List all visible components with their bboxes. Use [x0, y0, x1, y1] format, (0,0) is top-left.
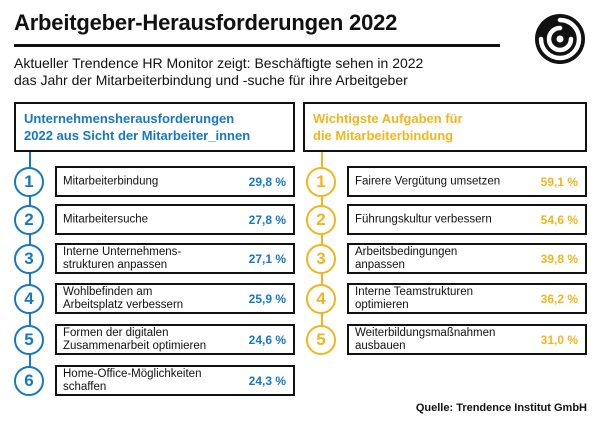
row-label-line-1: Führungskultur verbessern — [355, 213, 492, 225]
row-label: Home-Office-Möglichkeiten schaffen — [63, 368, 201, 394]
row-box: Fairere Vergütung umsetzen 59,1 % — [347, 166, 587, 197]
row-label: Führungskultur verbessern — [355, 213, 492, 226]
row-value: 39,8 % — [540, 251, 578, 266]
row-box: Home-Office-Möglichkeiten schaffen 24,3 … — [55, 365, 295, 396]
row-label-line-1: Interne Teamstrukturen — [355, 285, 474, 298]
row-value: 31,0 % — [540, 332, 578, 347]
right-row-2: 2 Führungskultur verbessern 54,6 % — [306, 204, 587, 235]
left-panel-header: Unternehmensherausforderungen 2022 aus S… — [14, 102, 295, 152]
row-box: Wohlbefinden am Arbeitsplatz verbessern … — [55, 283, 295, 314]
row-label-line-2: optimieren — [355, 298, 409, 311]
row-label-line-1: Weiterbildungsmaßnahmen — [355, 326, 496, 339]
row-label: Mitarbeiterbindung — [63, 175, 158, 188]
page-title: Arbeitgeber-Herausforderungen 2022 — [14, 10, 398, 35]
row-value: 24,3 % — [248, 373, 286, 388]
row-value: 54,6 % — [540, 212, 578, 227]
row-label: Weiterbildungsmaßnahmen ausbauen — [355, 327, 495, 353]
row-label-line-1: Arbeitsbedingungen — [355, 245, 458, 258]
rank-badge: 1 — [306, 167, 336, 197]
left-row-6: 6 Home-Office-Möglichkeiten schaffen 24,… — [14, 365, 295, 396]
right-panel-header: Wichtigste Aufgaben für die Mitarbeiterb… — [303, 102, 587, 152]
left-row-5: 5 Formen der digitalen Zusammenarbeit op… — [14, 324, 295, 355]
row-label-line-1: Fairere Vergütung umsetzen — [355, 175, 501, 187]
spiral-logo-icon — [535, 14, 585, 64]
left-row-2: 2 Mitarbeitersuche 27,8 % — [14, 204, 295, 235]
row-value: 29,8 % — [248, 174, 286, 189]
rank-badge: 4 — [14, 284, 44, 314]
row-label-line-2: strukturen anpassen — [63, 258, 168, 271]
row-label: Wohlbefinden am Arbeitsplatz verbessern — [63, 286, 183, 312]
row-box: Mitarbeiterbindung 29,8 % — [55, 166, 295, 197]
right-row-3: 3 Arbeitsbedingungen anpassen 39,8 % — [306, 243, 587, 274]
row-value: 27,8 % — [248, 212, 286, 227]
row-value: 24,6 % — [248, 332, 286, 347]
row-box: Mitarbeitersuche 27,8 % — [55, 204, 295, 235]
rank-badge: 3 — [14, 244, 44, 274]
left-row-1: 1 Mitarbeiterbindung 29,8 % — [14, 166, 295, 197]
right-panel-title-line-2: die Mitarbeiterbindung — [313, 128, 454, 143]
row-label-line-1: Mitarbeiterbindung — [63, 175, 159, 187]
left-panel-title-line-1: Unternehmensherausforderungen — [24, 111, 235, 126]
right-row-4: 4 Interne Teamstrukturen optimieren 36,2… — [306, 283, 587, 314]
rank-badge: 6 — [14, 366, 44, 396]
row-label-line-1: Home-Office-Möglichkeiten — [63, 367, 202, 380]
row-value: 27,1 % — [248, 251, 286, 266]
row-box: Interne Unternehmens- strukturen anpasse… — [55, 243, 295, 274]
row-label-line-1: Wohlbefinden am — [63, 285, 153, 298]
row-value: 59,1 % — [540, 174, 578, 189]
row-label-line-1: Formen der digitalen — [63, 326, 169, 339]
row-label: Fairere Vergütung umsetzen — [355, 175, 500, 188]
title-underline — [14, 44, 500, 47]
rank-badge: 4 — [306, 284, 336, 314]
row-label-line-2: anpassen — [355, 258, 405, 271]
row-label-line-2: Zusammenarbeit optimieren — [63, 339, 207, 352]
subtitle: Aktueller Trendence HR Monitor zeigt: Be… — [14, 55, 514, 89]
rank-badge: 5 — [14, 325, 44, 355]
left-row-4: 4 Wohlbefinden am Arbeitsplatz verbesser… — [14, 283, 295, 314]
row-label-line-1: Interne Unternehmens- — [63, 245, 182, 258]
row-value: 25,9 % — [248, 291, 286, 306]
row-label: Mitarbeitersuche — [63, 213, 148, 226]
rank-badge: 5 — [306, 325, 336, 355]
row-label: Interne Teamstrukturen optimieren — [355, 286, 473, 312]
rank-badge: 1 — [14, 167, 44, 197]
rank-badge: 2 — [14, 205, 44, 235]
row-label-line-2: Arbeitsplatz verbessern — [63, 298, 184, 311]
row-box: Formen der digitalen Zusammenarbeit opti… — [55, 324, 295, 355]
right-row-5: 5 Weiterbildungsmaßnahmen ausbauen 31,0 … — [306, 324, 587, 355]
row-value: 36,2 % — [540, 291, 578, 306]
row-label: Interne Unternehmens- strukturen anpasse… — [63, 246, 181, 272]
left-panel-title-line-2: 2022 aus Sicht der Mitarbeiter_innen — [24, 128, 251, 143]
row-label-line-1: Mitarbeitersuche — [63, 213, 149, 225]
row-label: Formen der digitalen Zusammenarbeit opti… — [63, 327, 206, 353]
left-row-3: 3 Interne Unternehmens- strukturen anpas… — [14, 243, 295, 274]
row-box: Interne Teamstrukturen optimieren 36,2 % — [347, 283, 587, 314]
rank-badge: 3 — [306, 244, 336, 274]
row-label-line-2: schaffen — [63, 380, 107, 393]
source-note: Quelle: Trendence Institut GmbH — [415, 402, 587, 414]
rank-badge: 2 — [306, 205, 336, 235]
row-label-line-2: ausbauen — [355, 339, 406, 352]
right-panel-title-line-1: Wichtigste Aufgaben für — [313, 111, 463, 126]
row-label: Arbeitsbedingungen anpassen — [355, 246, 457, 272]
row-box: Führungskultur verbessern 54,6 % — [347, 204, 587, 235]
subtitle-line-1: Aktueller Trendence HR Monitor zeigt: Be… — [14, 55, 424, 71]
row-box: Weiterbildungsmaßnahmen ausbauen 31,0 % — [347, 324, 587, 355]
right-row-1: 1 Fairere Vergütung umsetzen 59,1 % — [306, 166, 587, 197]
subtitle-line-2: das Jahr der Mitarbeiterbindung und -suc… — [14, 72, 408, 88]
row-box: Arbeitsbedingungen anpassen 39,8 % — [347, 243, 587, 274]
